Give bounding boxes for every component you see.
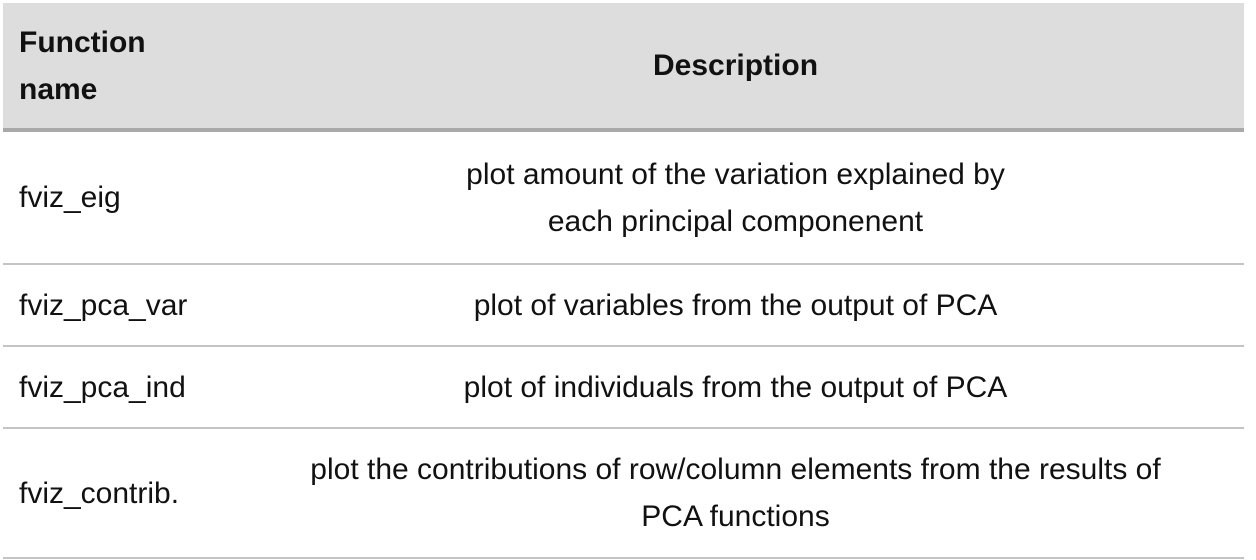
description-line: plot of variables from the output of PCA [473,288,998,322]
table-header-row: Function name Description [3,3,1244,132]
description-cell: plot of individuals from the output of P… [233,364,1244,411]
description-cell: plot of variables from the output of PCA [233,282,1244,329]
functions-table: Function name Description fviz_eig plot … [3,3,1244,559]
description-cell: plot the contributions of row/column ele… [233,446,1244,540]
header-function-name-line2: name [19,72,98,106]
table-row: fviz_pca_ind plot of individuals from th… [3,347,1244,429]
description-line: plot of individuals from the output of P… [463,370,1008,404]
table-row: fviz_pca_var plot of variables from the … [3,265,1244,347]
description-line: each principal componenent [547,204,924,238]
table-row: fviz_eig plot amount of the variation ex… [3,132,1244,265]
header-description: Description [652,49,819,82]
table-row: fviz_contrib. plot the contributions of … [3,429,1244,559]
description-line: plot amount of the variation explained b… [466,157,1005,191]
function-name-cell: fviz_pca_var [19,288,188,322]
header-function-name-line1: Function [19,25,146,59]
function-name-cell: fviz_eig [19,181,121,214]
description-cell: plot amount of the variation explained b… [233,151,1244,245]
function-name-cell: fviz_contrib. [19,476,180,510]
description-line: PCA functions [641,500,830,533]
description-line: plot the contributions of row/column ele… [310,453,1161,486]
function-name-cell: fviz_pca_ind [19,370,186,404]
header-function-name: Function name [3,19,233,113]
